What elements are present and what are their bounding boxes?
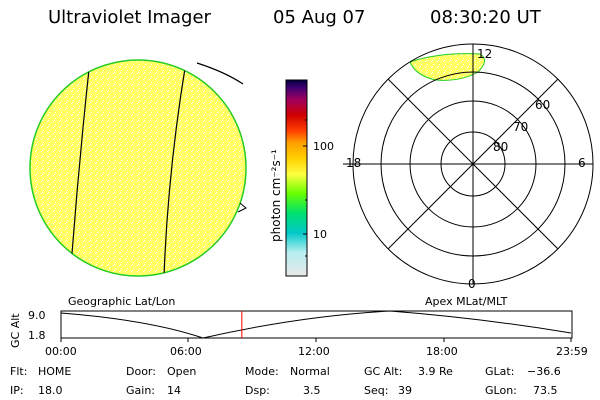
alt-axis-label: GC Alt (9, 313, 22, 348)
glat-value: −36.6 (527, 365, 561, 378)
door-value: Open (167, 365, 197, 378)
polar-diagonal-2 (387, 78, 559, 250)
ip-value: 18.0 (38, 384, 63, 397)
mlt-label-0: 0 (468, 277, 476, 291)
glat-label: GLat: (485, 365, 515, 378)
mlt-label-18: 18 (346, 156, 362, 170)
gcalt-value: 3.9 Re (418, 365, 453, 378)
polar-plot (343, 43, 594, 285)
mlt-label-6: 6 (578, 156, 586, 170)
mlt-label-12: 12 (477, 47, 493, 61)
mode-value: Normal (290, 365, 330, 378)
date-display: 05 Aug 07 (273, 7, 366, 28)
mode-label: Mode: (245, 365, 279, 378)
gain-value: 14 (167, 384, 181, 397)
colorbar (285, 79, 308, 277)
seq-label: Seq: (364, 384, 389, 397)
mlat-label-60: 60 (535, 98, 551, 112)
colorbar-tick-100: 100 (313, 140, 334, 153)
door-label: Door: (126, 365, 156, 378)
altitude-plot (60, 310, 573, 342)
ip-label: IP: (10, 384, 24, 397)
app-title: Ultraviolet Imager (48, 7, 211, 28)
dsp-value: 3.5 (303, 384, 321, 397)
flt-value: HOME (38, 365, 72, 378)
geo-panel-label: Geographic Lat/Lon (68, 295, 176, 308)
seq-value: 39 (398, 384, 412, 397)
time-display: 08:30:20 UT (430, 7, 541, 28)
gcalt-label: GC Alt: (364, 365, 403, 378)
mlat-label-80: 80 (493, 140, 509, 154)
polar-panel-label: Apex MLat/MLT (425, 295, 508, 308)
alt-xtick-1800: 18:00 (426, 345, 458, 358)
mlat-label-70: 70 (513, 120, 529, 134)
alt-xtick-0600: 06:00 (170, 345, 202, 358)
glon-label: GLon: (485, 384, 517, 397)
alt-curve (60, 310, 572, 339)
alt-ytick-high: 9.0 (28, 309, 46, 322)
geo-earth-disk (29, 59, 247, 277)
colorbar-unit-label: photon cm⁻²s⁻¹ (269, 149, 283, 242)
alt-xtick-1200: 12:00 (298, 345, 330, 358)
gain-label: Gain: (126, 384, 155, 397)
alt-xtick-0000: 00:00 (45, 345, 77, 358)
geo-coast-mark (237, 202, 247, 213)
geo-meridian-lines (69, 60, 187, 276)
alt-ytick-low: 1.8 (28, 329, 46, 342)
colorbar-tick-10: 10 (313, 228, 327, 241)
alt-plot-frame (60, 310, 573, 339)
dsp-label: Dsp: (245, 384, 270, 397)
alt-xtick-2359: 23:59 (556, 345, 588, 358)
glon-value: 73.5 (533, 384, 558, 397)
flt-label: Flt: (10, 365, 28, 378)
geo-limb-arc (196, 62, 244, 85)
